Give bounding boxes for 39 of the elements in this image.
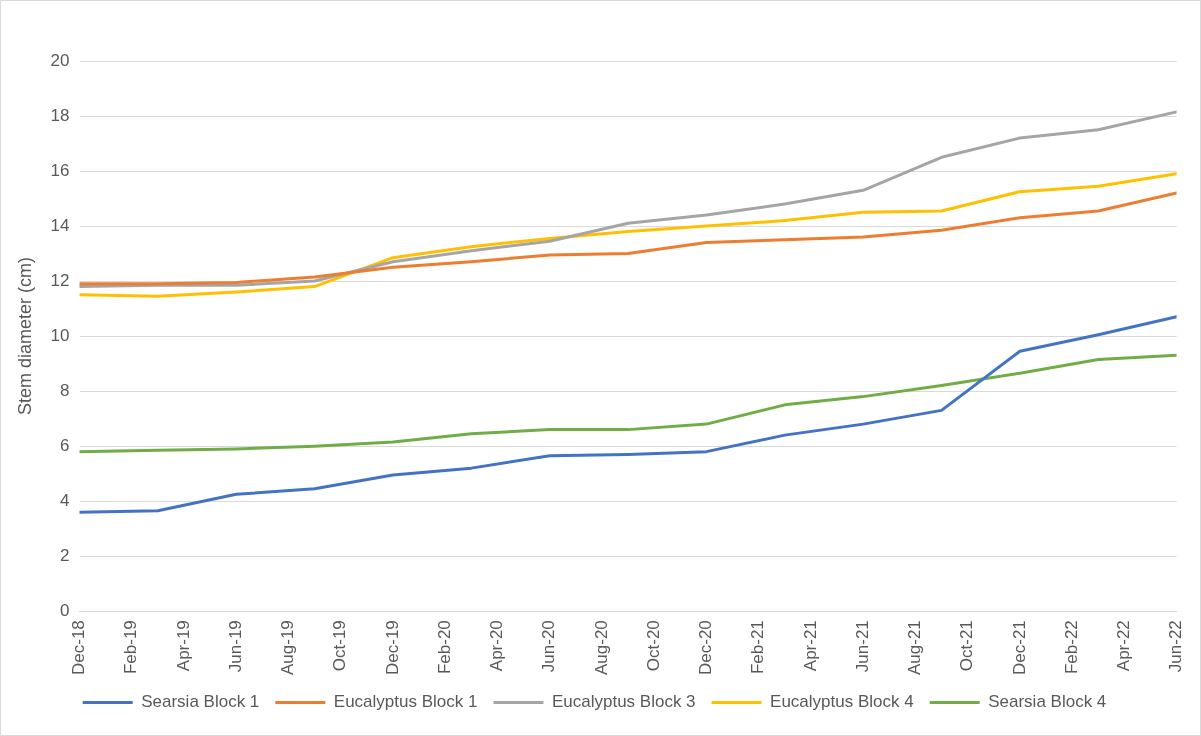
x-tick-label: Jun-21 [852,620,872,673]
legend-label: Eucalyptus Block 1 [333,692,478,712]
y-tick-label: 16 [50,160,70,180]
x-tick-label: Feb-22 [1061,620,1081,675]
legend-label: Searsia Block 1 [141,692,260,712]
x-tick-label: Apr-22 [1114,620,1134,672]
x-tick-label: Oct-19 [330,620,350,672]
x-tick-label: Feb-19 [121,620,141,675]
y-tick-label: 2 [60,545,70,565]
x-tick-label: Aug-19 [278,620,298,676]
y-tick-label: 6 [60,435,70,455]
y-tick-label: 4 [60,490,70,510]
legend-label: Eucalyptus Block 3 [551,692,696,712]
y-axis-title: Stem diameter (cm) [14,257,35,416]
x-tick-label: Oct-20 [643,620,663,672]
y-tick-label: 0 [60,600,70,620]
legend-label: Searsia Block 4 [988,692,1107,712]
x-tick-label: Apr-21 [800,620,820,672]
x-tick-label: Jun-20 [539,620,559,673]
x-tick-label: Dec-21 [1009,620,1029,675]
x-tick-label: Jun-19 [225,620,245,673]
y-tick-label: 18 [50,105,70,125]
x-tick-label: Oct-21 [957,620,977,672]
y-tick-label: 10 [50,325,70,345]
y-tick-label: 12 [50,270,70,290]
x-tick-label: Apr-19 [173,620,193,672]
x-tick-label: Feb-20 [434,620,454,675]
x-tick-label: Feb-21 [748,620,768,675]
x-tick-label: Dec-19 [382,620,402,675]
x-tick-label: Aug-21 [905,620,925,676]
x-tick-label: Dec-20 [696,620,716,675]
y-tick-label: 8 [60,380,70,400]
x-tick-label: Dec-18 [69,620,89,675]
x-tick-label: Apr-20 [487,620,507,672]
x-tick-label: Aug-20 [591,620,611,676]
y-tick-label: 20 [50,50,70,70]
x-tick-label: Jun-22 [1166,620,1186,673]
legend-label: Eucalyptus Block 4 [770,692,914,712]
y-tick-label: 14 [50,215,70,235]
